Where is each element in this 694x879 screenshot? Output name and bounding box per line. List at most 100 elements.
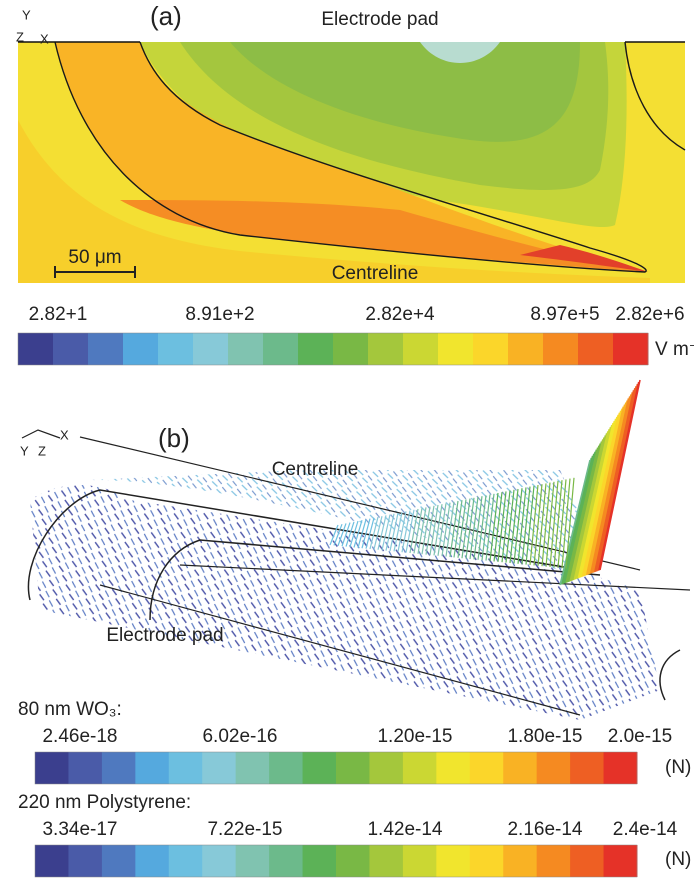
force-vector: [585, 406, 625, 576]
force-vector: [377, 515, 387, 550]
force-vector: [566, 445, 600, 583]
force-vector: [373, 516, 383, 550]
force-vector: [497, 491, 507, 562]
force-vector: [477, 495, 487, 560]
colorbar-segment: [269, 845, 304, 877]
colorbar-segment: [235, 845, 270, 877]
colorbar-tick-label: 2.46e-18: [42, 726, 117, 747]
force-vector: [397, 511, 407, 552]
colorbar-tick-label: 1.42e-14: [367, 819, 442, 840]
colorbar-segment: [158, 333, 194, 365]
force-vector: [333, 523, 343, 546]
force-vector: [361, 518, 371, 549]
force-vector: [563, 451, 596, 584]
force-vector: [599, 379, 641, 571]
force-vector: [353, 520, 363, 548]
force-vector: [521, 486, 531, 565]
force-vector: [441, 502, 451, 557]
colorbar-segment: [469, 845, 504, 877]
force-vector: [577, 422, 614, 579]
force-vector: [588, 400, 628, 575]
force-vector: [437, 503, 447, 556]
colorbar-segment: [53, 333, 89, 365]
axis-z: Z: [16, 29, 24, 44]
force-vector: [405, 509, 415, 553]
force-vector: [381, 514, 391, 551]
colorbar-segment: [168, 752, 203, 784]
force-vector: [417, 507, 427, 554]
colorbar-segment: [202, 845, 237, 877]
force-vector: [553, 480, 563, 568]
colorbar-segment: [508, 333, 544, 365]
force-vector: [578, 420, 616, 578]
bottom-label: Electrode pad: [106, 625, 223, 646]
colorbar-segment: [369, 752, 404, 784]
colorbar-segment: [101, 845, 136, 877]
colorbar-tick-label: 2.82e+6: [615, 304, 684, 325]
colorbar-segment: [302, 752, 337, 784]
colorbar-tick-label: 2.82e+4: [365, 304, 435, 325]
force-vector: [573, 431, 609, 580]
force-vector: [537, 483, 547, 566]
colorbar-segment: [402, 752, 437, 784]
force-vector: [592, 394, 632, 573]
force-vector: [571, 435, 607, 581]
colorbar-segment: [228, 333, 264, 365]
force-vector: [582, 412, 621, 577]
colorbar-segment: [436, 752, 471, 784]
colorbar-tick-label: 8.91e+2: [185, 304, 254, 325]
force-vector: [589, 398, 630, 574]
force-vector: [469, 496, 479, 560]
colorbar-segment: [135, 845, 170, 877]
force-vector: [576, 424, 613, 579]
force-vector: [457, 499, 467, 558]
force-vector: [341, 522, 351, 547]
force-vector: [580, 416, 618, 578]
colorbar-segment: [68, 752, 103, 784]
colorbar-tick-label: 8.97e+5: [530, 304, 599, 325]
force-vector: [579, 418, 617, 578]
force-vector: [586, 404, 626, 575]
force-vector: [569, 439, 604, 582]
colorbar-tick-label: 2.4e-14: [613, 819, 678, 840]
colorbar-title: 80 nm WO₃:: [18, 699, 122, 720]
colorbar-tick-label: 7.22e-15: [207, 819, 282, 840]
force-vector: [389, 512, 399, 552]
colorbar-segment: [336, 845, 370, 877]
bottom-label: Centreline: [332, 263, 419, 284]
force-vector: [549, 480, 559, 568]
colorbar-segment: [543, 333, 579, 365]
force-vector: [565, 477, 575, 569]
axis-y: Y: [22, 7, 31, 22]
force-vector: [545, 481, 555, 567]
colorbar-tick-label: 2.82+1: [29, 304, 88, 325]
force-vector: [564, 449, 598, 584]
force-vector: [461, 498, 471, 559]
colorbar-segment: [298, 333, 334, 365]
colorbar-tick-label: 1.20e-15: [377, 726, 452, 747]
colorbar-segment: [333, 333, 369, 365]
colorbar-segment: [402, 845, 437, 877]
colorbar-segment: [438, 333, 474, 365]
force-vector: [593, 392, 634, 573]
colorbar-tick-label: 3.34e-17: [42, 819, 117, 840]
colorbar-segment: [101, 752, 136, 784]
colorbar-segment: [202, 752, 237, 784]
force-vector: [509, 488, 519, 564]
force-vector: [513, 488, 523, 564]
force-vector: [425, 505, 435, 555]
force-vector: [465, 497, 475, 559]
force-vector: [501, 490, 511, 563]
force-vector: [445, 501, 455, 557]
colorbar-segment: [88, 333, 124, 365]
force-vector: [574, 429, 611, 580]
colorbar-segment: [469, 752, 504, 784]
colorbar-segment: [570, 752, 605, 784]
force-vector: [570, 437, 605, 581]
scale-bar-label: 50 μm: [68, 247, 121, 268]
axis-x: X: [40, 31, 49, 46]
panel-b-image: [21, 379, 691, 720]
force-vector: [357, 519, 367, 548]
